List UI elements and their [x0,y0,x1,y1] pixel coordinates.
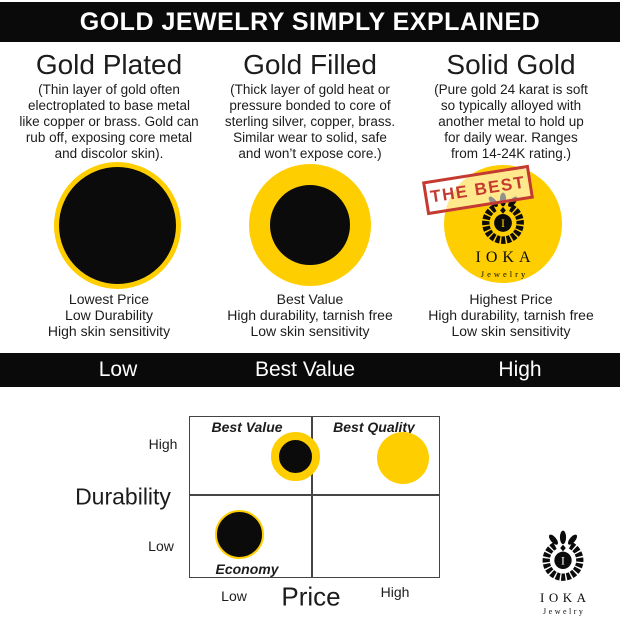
y-tick-high: High [148,436,178,452]
column-solid-gold: Solid Gold (Pure gold 24 karat is soft s… [408,50,614,161]
gold-plated-circle-icon [54,162,181,289]
svg-text:I: I [561,555,565,568]
gold-plated-title: Gold Plated [35,49,183,80]
feature-line: Best Value [276,291,344,307]
value-bar-best-value: Best Value [254,358,356,381]
value-bar: Low Best Value High [0,353,620,387]
value-bar-low: Low [98,358,138,381]
solid-gold-features: Highest Price High durability, tarnish f… [408,291,614,339]
feature-line: Low skin sensitivity [250,323,370,339]
gold-filled-title: Gold Filled [243,49,377,80]
footer-ioka-logo: I IOKA Jewelry [521,530,605,616]
feature-line: Lowest Price [68,291,150,307]
feature-line: High durability, tarnish free [428,307,594,323]
ioka-crest-icon: I [542,530,584,581]
y-axis-label: Durability [75,483,171,510]
gold-plated-description: (Thin layer of gold often electroplated … [19,82,199,161]
feature-line: High skin sensitivity [47,323,171,339]
chart-point-solid-gold [377,432,429,484]
column-gold-filled: Gold Filled (Thick layer of gold heat or… [207,50,413,161]
solid-gold-title: Solid Gold [446,49,576,80]
chart-point-gold-filled [271,432,320,481]
chart-vertical-divider [311,416,313,578]
ioka-logo-name: IOKA [475,249,536,266]
page-title: GOLD JEWELRY SIMPLY EXPLAINED [79,7,541,36]
y-tick-low: Low [148,538,174,554]
column-gold-plated: Gold Plated (Thin layer of gold often el… [6,50,212,161]
x-tick-high: High [380,584,410,600]
gold-filled-circle-icon [249,164,371,286]
ioka-logo-name: IOKA [540,590,591,605]
gold-filled-description: (Thick layer of gold heat or pressure bo… [224,82,396,161]
ioka-logo-sub: Jewelry [480,269,529,279]
ioka-logo-sub: Jewelry [543,607,586,616]
feature-line: Highest Price [469,291,553,307]
x-axis-label: Price [281,581,341,612]
svg-text:I: I [501,216,505,230]
quadrant-label-economy: Economy [215,561,279,577]
quadrant-label-best-quality: Best Quality [333,419,415,435]
quadrant-label-best-value: Best Value [211,419,283,435]
gold-filled-features: Best Value High durability, tarnish free… [207,291,413,339]
gold-plated-features: Lowest Price Low Durability High skin se… [6,291,212,339]
feature-line: Low skin sensitivity [451,323,571,339]
chart-point-gold-plated [214,510,264,559]
header-bar: GOLD JEWELRY SIMPLY EXPLAINED [0,2,620,42]
feature-line: High durability, tarnish free [227,307,393,323]
value-bar-high: High [498,358,542,381]
feature-line: Low Durability [65,307,153,323]
solid-gold-description: (Pure gold 24 karat is soft so typically… [434,82,588,161]
chart-horizontal-divider [189,494,440,496]
x-tick-low: Low [221,588,247,604]
